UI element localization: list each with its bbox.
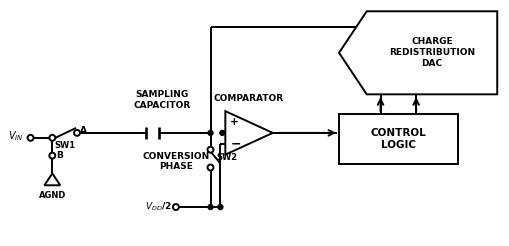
Polygon shape (44, 173, 60, 185)
Circle shape (220, 130, 225, 135)
Circle shape (49, 135, 55, 141)
Text: COMPARATOR: COMPARATOR (214, 94, 284, 103)
Circle shape (218, 205, 223, 210)
Text: SW1: SW1 (54, 141, 75, 150)
Text: $V_{IN}$: $V_{IN}$ (8, 129, 23, 143)
Text: −: − (230, 137, 241, 150)
Polygon shape (225, 111, 273, 155)
Text: SW2: SW2 (216, 153, 238, 162)
Text: CONTROL
LOGIC: CONTROL LOGIC (371, 128, 426, 150)
Circle shape (27, 135, 34, 141)
Circle shape (208, 130, 213, 135)
Circle shape (173, 204, 179, 210)
Text: $V_{DD}$/2: $V_{DD}$/2 (146, 201, 172, 213)
Text: AGND: AGND (39, 191, 66, 200)
Circle shape (208, 165, 213, 170)
Text: CONVERSION
PHASE: CONVERSION PHASE (143, 152, 210, 171)
Circle shape (208, 147, 213, 153)
Circle shape (49, 153, 55, 159)
Text: A: A (80, 126, 87, 135)
Circle shape (74, 130, 80, 136)
Text: B: B (56, 151, 63, 160)
Text: SAMPLING
CAPACITOR: SAMPLING CAPACITOR (133, 90, 191, 110)
Polygon shape (339, 11, 497, 94)
Text: +: + (230, 117, 239, 127)
Bar (339, 114, 458, 164)
Text: CHARGE
REDISTRIBUTION
DAC: CHARGE REDISTRIBUTION DAC (389, 37, 475, 68)
Circle shape (208, 205, 213, 210)
